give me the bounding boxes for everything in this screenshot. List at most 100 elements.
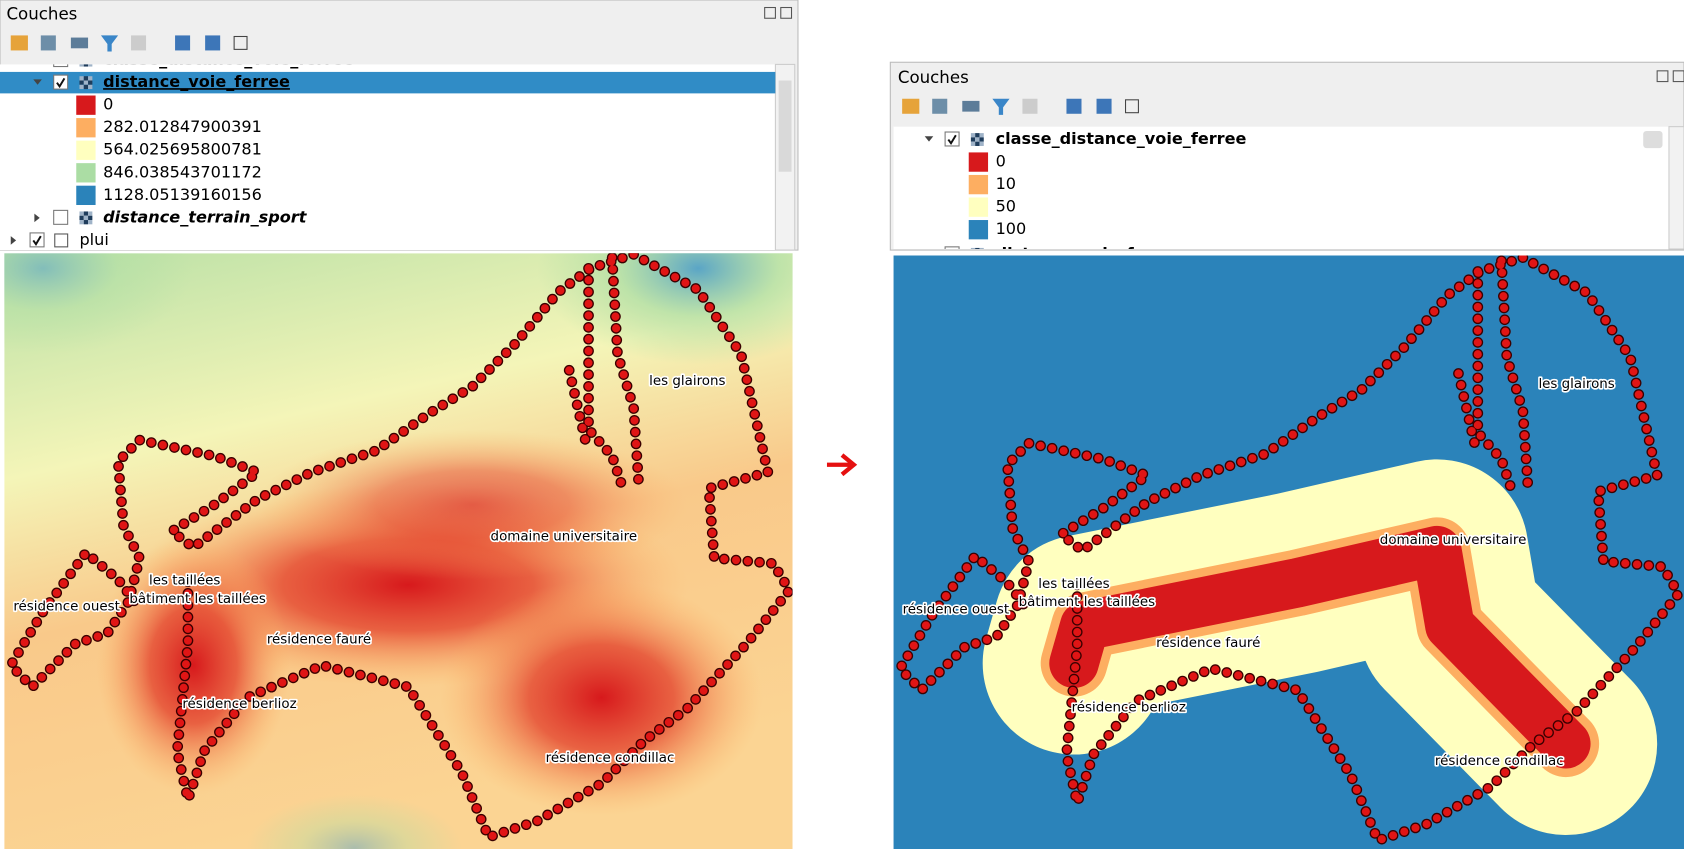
raster-icon-cell [979, 137, 984, 142]
tool-icon[interactable] [131, 35, 147, 51]
checkbox[interactable] [53, 209, 69, 225]
tool-icon[interactable] [205, 35, 221, 51]
raster-icon-cell [975, 133, 980, 138]
raster-icon-cell [88, 215, 93, 221]
place-label: les glairons [1538, 377, 1614, 392]
tool-icon[interactable] [233, 35, 248, 50]
legend-label: 100 [996, 219, 1027, 238]
place-label: résidence condillac [546, 750, 675, 766]
checkbox[interactable] [944, 131, 960, 147]
expand-arrow[interactable] [33, 79, 42, 85]
place-label: résidence berlioz [1072, 699, 1186, 715]
legend-swatch [968, 220, 989, 240]
legend-swatch [76, 140, 96, 160]
place-label: résidence berlioz [182, 696, 296, 712]
tool-icon[interactable] [1096, 98, 1112, 114]
expand-arrow[interactable] [34, 213, 40, 223]
check-mark [32, 235, 42, 246]
raster-icon-cell [979, 141, 984, 146]
expand-arrow[interactable] [10, 236, 17, 245]
tool-icon[interactable] [175, 35, 191, 51]
raster-icon-cell [79, 220, 84, 225]
layer-name[interactable]: distance_terrain_sport [103, 207, 308, 226]
check-mark [56, 77, 66, 89]
tool-icon[interactable] [10, 35, 28, 51]
tool-icon[interactable] [70, 37, 89, 49]
raster-icon-cell [83, 220, 89, 225]
raster-icon-cell [83, 215, 89, 221]
layer-name[interactable]: distance_voie_ferree [996, 244, 1183, 263]
float-button[interactable] [764, 6, 776, 19]
layer-name[interactable]: classe_distance_voie_ferree [996, 129, 1247, 148]
left-layers-panel: Couches classe_distance_voie_ferreedista… [0, 0, 799, 251]
layer-tree [0, 64, 776, 251]
scrollbar-thumb[interactable] [778, 80, 792, 172]
raster-icon-cell [970, 133, 976, 138]
raster-icon-cell [83, 64, 89, 67]
toolbar [10, 35, 248, 52]
tool-icon[interactable] [962, 100, 980, 112]
tool-icon[interactable] [100, 35, 119, 52]
tool-icon[interactable] [1124, 99, 1139, 114]
raster-icon-cell [979, 133, 984, 138]
raster-icon-cell [88, 64, 93, 67]
group-icon [54, 233, 69, 248]
right-layers-panel: Couches classe_distance_voie_ferree 0 10 50… [889, 61, 1684, 263]
raster-icon-cell [83, 76, 89, 81]
raster-icon-cell [79, 84, 84, 90]
toolbar [902, 98, 1139, 115]
legend-label: 0 [103, 95, 113, 114]
place-label: domaine universitaire [491, 530, 638, 545]
raster-icon-cell [88, 80, 93, 85]
place-label: résidence ouest [13, 598, 120, 614]
raster-icon-cell [79, 211, 84, 216]
scrollbar[interactable] [1668, 126, 1684, 250]
legend-swatch [968, 152, 989, 172]
tool-icon[interactable] [40, 35, 56, 51]
raster-icon-cell [88, 220, 93, 225]
legend-swatch [76, 118, 96, 138]
raster-icon-cell [979, 247, 984, 250]
tool-icon[interactable] [902, 98, 920, 114]
place-label: les taillées [149, 573, 220, 589]
check-mark [947, 134, 957, 146]
raster-icon-cell [975, 247, 980, 250]
legend-swatch [76, 163, 96, 183]
checkbox[interactable] [53, 53, 69, 68]
close-button[interactable] [780, 6, 793, 19]
place-label: domaine universitaire [1380, 533, 1527, 548]
checkbox[interactable] [29, 232, 45, 248]
checkbox[interactable] [944, 246, 960, 261]
layer-name[interactable]: plui [79, 230, 108, 249]
left-map: les glairons domaine universitaire les tai… [4, 253, 793, 849]
raster-icon-cell [975, 137, 980, 142]
raster-icon-cell [79, 215, 84, 221]
legend-label: 564.025695800781 [103, 140, 262, 159]
legend-label: 10 [996, 174, 1016, 193]
tool-icon[interactable] [1022, 98, 1038, 114]
help-icon[interactable] [1643, 130, 1663, 149]
legend-swatch [76, 95, 96, 115]
checkbox[interactable] [53, 74, 69, 90]
raster-icon-cell [83, 211, 89, 216]
raster-icon-cell [79, 80, 84, 85]
place-label: résidence fauré [1156, 635, 1260, 651]
place-label: résidence ouest [903, 602, 1010, 618]
raster-icon-cell [88, 84, 93, 90]
place-label: résidence condillac [1435, 753, 1564, 769]
close-button[interactable] [1672, 70, 1684, 83]
raster-icon-cell [975, 141, 980, 146]
legend-swatch [968, 174, 989, 195]
place-label: bâtiment les taillées [129, 591, 265, 607]
layer-name[interactable]: distance_voie_ferree [103, 72, 290, 91]
right-map: les glairons domaine universitaire les tai… [893, 255, 1684, 849]
tool-icon[interactable] [1066, 98, 1082, 114]
tool-icon[interactable] [992, 98, 1010, 115]
expand-arrow[interactable] [924, 136, 934, 142]
tool-icon[interactable] [932, 98, 948, 114]
raster-icon-cell [79, 76, 84, 81]
float-button[interactable] [1656, 70, 1669, 83]
raster-icon-cell [88, 211, 93, 216]
